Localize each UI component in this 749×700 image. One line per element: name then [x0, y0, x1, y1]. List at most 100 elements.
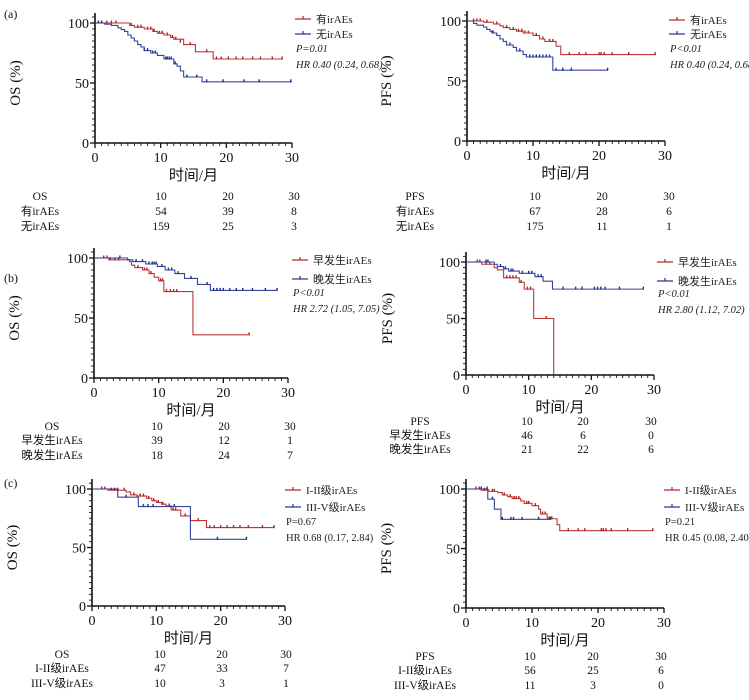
risk-table-header: PFS: [405, 191, 424, 203]
x-tick-label: 20: [214, 614, 228, 629]
risk-table-value: 11: [524, 680, 535, 692]
y-tick-label: 50: [74, 312, 88, 327]
legend-label: 有irAEs: [690, 13, 727, 27]
legend-label: 无irAEs: [690, 29, 727, 41]
legend-label: 有irAEs: [316, 12, 353, 26]
legend-label: 晚发生irAEs: [678, 274, 737, 288]
legend-label: III-V级irAEs: [685, 501, 744, 514]
risk-table-value: 12: [218, 435, 230, 447]
x-tick-label: 0: [91, 386, 98, 401]
y-tick-label: 100: [65, 483, 86, 498]
risk-table-value: 8: [291, 206, 297, 218]
x-tick-label: 10: [152, 386, 166, 401]
x-tick-label: 0: [463, 383, 470, 398]
risk-table-value: 21: [521, 444, 533, 456]
km-curve-blue: [95, 22, 292, 83]
km-curve-red: [92, 488, 275, 529]
y-tick-label: 50: [75, 77, 89, 92]
x-axis-title: 时间/月: [541, 165, 590, 182]
risk-table-value: 175: [526, 221, 544, 233]
risk-table-time: 10: [155, 191, 167, 203]
y-tick-label: 50: [446, 543, 460, 558]
legend-label: 早发生irAEs: [313, 253, 372, 267]
x-tick-label: 20: [584, 383, 598, 398]
risk-table-time: 20: [596, 191, 608, 203]
risk-table-row-label: 早发生irAEs: [389, 428, 451, 442]
panel-label: (c): [4, 476, 17, 490]
legend-label: 无irAEs: [316, 29, 353, 41]
risk-table-time: 30: [655, 651, 667, 663]
panel-label: (a): [4, 7, 17, 21]
risk-table: OS 10 20 30 I-II级irAEs 47 33 7 III-V级irAEs 10 3 1: [31, 649, 292, 690]
risk-table-time: 20: [587, 651, 599, 663]
risk-table-row-label: 有irAEs: [21, 204, 60, 218]
risk-table-time: 30: [280, 649, 292, 661]
x-tick-label: 30: [647, 383, 661, 398]
y-axis-title: PFS (%): [379, 55, 395, 106]
y-tick-label: 50: [447, 75, 461, 90]
risk-table-header: PFS: [410, 416, 429, 428]
risk-table-value: 56: [524, 665, 536, 677]
x-tick-label: 10: [154, 151, 168, 166]
risk-table-time: 30: [288, 191, 300, 203]
risk-table-row-label: 晚发生irAEs: [389, 442, 451, 456]
km-panel-a-os: (a) 0 10 20 30 0 50 100 时间/月 OS (%) 有irAEs 无irAEs P=…: [4, 7, 383, 233]
risk-table-value: 1: [287, 435, 293, 447]
risk-table-value: 25: [587, 665, 599, 677]
y-tick-label: 0: [79, 600, 86, 615]
risk-table-value: 159: [152, 221, 170, 233]
risk-table-time: 10: [529, 191, 541, 203]
panel-label: (b): [4, 271, 18, 285]
risk-table-value: 39: [222, 206, 234, 218]
x-tick-label: 10: [522, 383, 536, 398]
x-tick-label: 20: [219, 151, 233, 166]
hazard-ratio: HR 2.80 (1.12, 7.02): [657, 305, 745, 316]
x-tick-label: 0: [89, 614, 96, 629]
risk-table-time: 20: [216, 649, 228, 661]
risk-table-value: 18: [151, 450, 163, 462]
risk-table-value: 54: [155, 206, 167, 218]
risk-table-time: 10: [154, 649, 166, 661]
x-tick-label: 20: [591, 616, 605, 631]
risk-table-value: 46: [521, 430, 533, 442]
risk-table-row-label: 有irAEs: [396, 204, 435, 218]
p-value: P<0.01: [669, 44, 702, 55]
y-axis-title: OS (%): [8, 60, 24, 105]
x-axis-title: 时间/月: [535, 399, 584, 416]
risk-table-row-label: 晚发生irAEs: [21, 448, 83, 462]
km-curve-blue: [466, 488, 551, 520]
risk-table-time: 20: [577, 416, 589, 428]
y-tick-label: 100: [440, 15, 461, 30]
p-value: P=0.21: [665, 517, 695, 528]
km-panel-c-os: (c) 0 10 20 30 0 50 100 时间/月 OS (%) I-II级irAEs III-…: [4, 476, 374, 690]
risk-table-time: 30: [663, 191, 675, 203]
x-axis-title: 时间/月: [164, 630, 213, 647]
legend-label: III-V级irAEs: [306, 501, 365, 514]
risk-table: OS 10 20 30 有irAEs 54 39 8 无irAEs 159 25 3: [21, 191, 300, 233]
risk-table-value: 6: [666, 206, 672, 218]
x-axis-title: 时间/月: [169, 167, 218, 184]
risk-table-value: 7: [287, 450, 293, 462]
risk-table-header: OS: [45, 421, 60, 433]
risk-table-row-label: I-II级irAEs: [35, 662, 89, 675]
risk-table-value: 1: [666, 221, 672, 233]
risk-table-value: 7: [283, 663, 289, 675]
km-curve-red: [95, 22, 283, 60]
km-curve-red: [466, 488, 653, 532]
risk-table-value: 6: [658, 665, 664, 677]
risk-table: PFS 10 20 30 早发生irAEs 46 6 0 晚发生irAEs 21 22 6: [389, 416, 657, 456]
y-tick-label: 100: [68, 17, 89, 32]
hazard-ratio: HR 0.40 (0.24, 0.68): [295, 60, 383, 71]
y-axis-title: PFS (%): [379, 523, 395, 574]
risk-table-value: 0: [648, 430, 654, 442]
risk-table-header: PFS: [415, 651, 434, 663]
km-curve-blue: [94, 257, 278, 291]
risk-table-row-label: III-V级irAEs: [394, 679, 456, 692]
p-value: P<0.01: [292, 288, 325, 299]
